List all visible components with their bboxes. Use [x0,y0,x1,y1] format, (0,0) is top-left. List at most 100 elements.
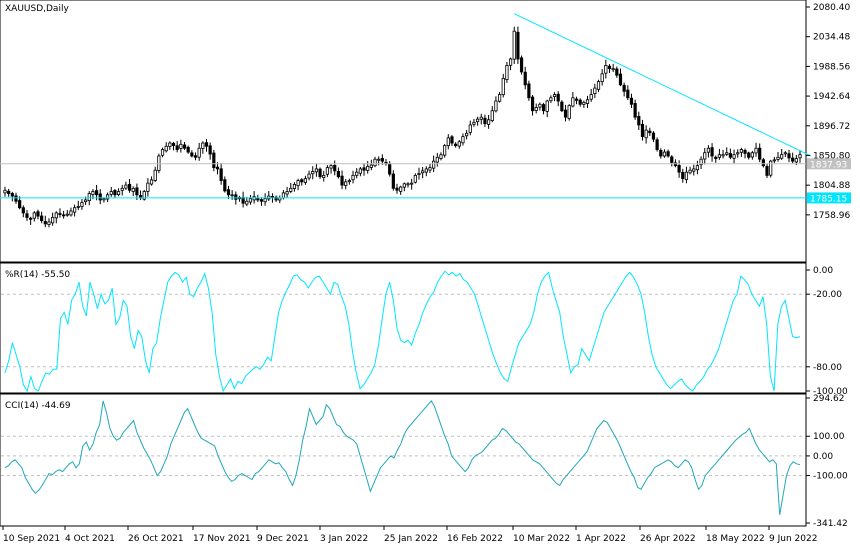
candle-body [476,118,480,123]
candle-body [76,206,80,208]
time-axis: 10 Sep 2021 4 Oct 2021 26 Oct 2021 17 Nov 2… [2,526,817,544]
candle-body [102,198,106,201]
candle-body [607,65,612,70]
candle-body [274,196,278,201]
candle-body [98,193,102,201]
indicator-tick-label: 100.00 [813,432,845,442]
candle-body [600,73,604,83]
candle-body [402,183,406,188]
candle-body [171,142,176,147]
candle-body [787,153,791,159]
candle-body [157,155,161,171]
time-tick-label: 10 Sep 2021 [3,534,60,544]
indicator-tick-label: -20.00 [813,290,842,300]
candle-body [527,83,531,99]
candle-body [578,99,582,105]
candle-body [574,98,579,101]
candle-body [483,117,487,125]
candle-body [234,194,238,200]
candle-body [754,147,758,154]
candle-body [248,198,253,203]
candle-body [659,150,663,157]
candle-body [289,187,293,192]
price-panel[interactable] [0,0,807,263]
candle-body [505,65,509,81]
candle-body [377,158,381,161]
candle-body [454,143,458,147]
candle-body [666,151,670,157]
candle-body [32,212,36,219]
time-tick-label: 9 Dec 2021 [257,534,309,544]
candle-body [29,217,33,220]
candle-body [259,199,264,202]
candle-body [413,174,417,183]
candle-body [391,173,395,189]
candle-body [699,158,703,166]
candle-body [318,168,322,178]
price-tick-label: 1804.88 [813,181,850,191]
candle-body [468,124,472,133]
cci-panel[interactable] [0,393,807,527]
symbol-title: XAUUSD,Daily [5,4,69,14]
candle-body [175,145,179,150]
candle-body [54,212,58,219]
candle-body [563,109,568,118]
indicator-tick-label: 294.62 [813,394,845,404]
candle-body [73,207,77,213]
resistance-trendline[interactable] [514,13,812,157]
hline-price-tag: 1785.15 [807,192,851,204]
candle-body [428,167,432,171]
candle-body [51,217,55,224]
candle-body [783,152,787,155]
candle-body [443,145,447,156]
candle-body [497,94,502,102]
candle-body [640,123,645,137]
candle-body [190,152,194,157]
candle-body [219,168,223,181]
candle-body [322,174,326,179]
wpr-line [4,270,801,393]
candle-body [684,171,689,180]
indicator-tick-label: 0.00 [813,452,833,462]
candle-body [3,189,7,194]
candle-body [142,191,146,200]
candle-body [421,170,425,174]
wpr-panel[interactable] [0,262,807,394]
candle-body [662,151,667,157]
candle-body [87,193,91,201]
candle-body [80,202,84,207]
candle-body [168,142,172,147]
candle-body [395,187,399,191]
candle-body [424,168,428,173]
candle-body [519,57,524,73]
cci-title: CCI(14) -44.69 [5,401,71,411]
candle-body [604,65,608,74]
candle-body [670,156,674,163]
svg-text:1837.93: 1837.93 [810,160,847,170]
candle-body [62,214,66,217]
candle-body [695,165,700,171]
candle-body [226,189,231,196]
time-tick-label: 4 Oct 2021 [65,534,115,544]
candle-body [541,104,546,112]
candle-body [622,84,626,92]
candle-body [673,162,678,167]
candle-body [582,101,586,105]
candle-body [182,144,187,149]
time-tick-label: 17 Nov 2021 [193,534,251,544]
candle-body [25,213,29,218]
candle-body [329,165,333,169]
candle-body [798,154,802,159]
candle-body [651,132,656,140]
candle-body [388,163,392,175]
candle-body [21,207,25,214]
candle-body [465,132,469,137]
candle-body [706,147,711,153]
indicator-tick-label: -341.42 [813,519,848,529]
indicator-tick-label: 0.00 [813,266,833,276]
candle-body [494,100,498,112]
candle-body [637,115,641,126]
candle-body [223,179,227,192]
candle-body [512,30,516,60]
